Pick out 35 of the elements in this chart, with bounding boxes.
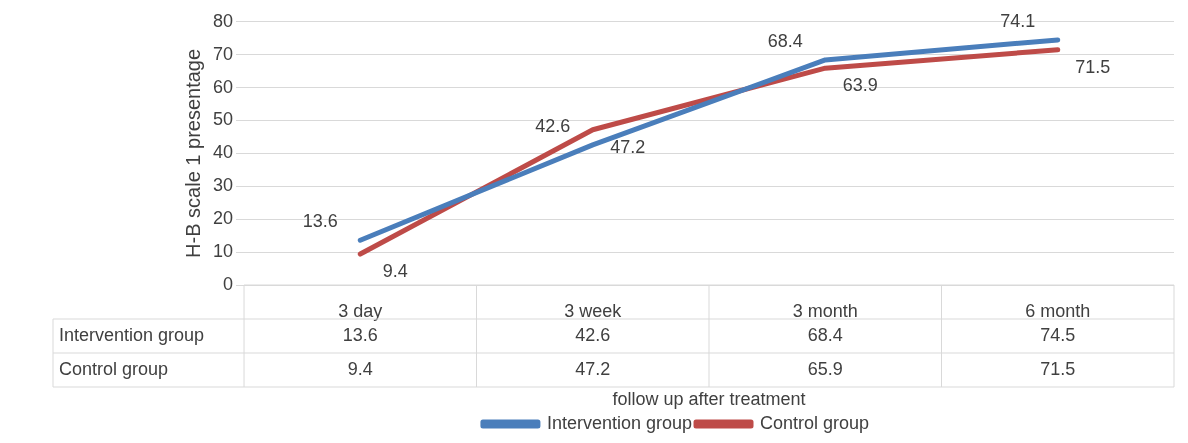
data-label: 9.4 (347, 358, 373, 379)
y-axis-title: H-B scale 1 presentage (181, 48, 204, 258)
y-tick-label: 80 (212, 10, 234, 31)
annotation: 47.2 (610, 136, 646, 157)
data-label: 42.6 (575, 324, 611, 345)
data-label: 65.9 (807, 358, 843, 379)
data-label: 74.5 (1040, 324, 1076, 345)
y-tick-label: 40 (212, 142, 234, 163)
annotation: 63.9 (842, 75, 878, 96)
x-axis-title: follow up after treatment (612, 389, 806, 410)
legend-label: Intervention group (546, 412, 693, 433)
text: Control group (59, 358, 169, 379)
y-tick-label: 70 (212, 43, 234, 64)
annotation: 71.5 (1075, 56, 1111, 77)
y-tick-label: 20 (212, 208, 234, 229)
annotation: 68.4 (767, 30, 803, 51)
x-tick-label: 6 month (1025, 300, 1091, 321)
legend-label: Control group (760, 412, 870, 433)
y-tick-label: 60 (212, 76, 234, 97)
annotation: 13.6 (302, 211, 338, 232)
y-tick-label: 0 (223, 273, 234, 294)
data-label: 68.4 (807, 324, 843, 345)
y-tick-label: 10 (212, 241, 234, 262)
data-label: 71.5 (1040, 358, 1076, 379)
y-tick-label: 50 (212, 109, 234, 130)
x-tick-label: 3 week (564, 300, 623, 321)
annotation: 42.6 (535, 115, 571, 136)
y-tick-label: 30 (212, 175, 234, 196)
text: Intervention group (59, 324, 205, 345)
x-tick-label: 3 day (338, 300, 383, 321)
data-label: 13.6 (342, 324, 378, 345)
x-tick-label: 3 month (792, 300, 858, 321)
annotation: 9.4 (382, 261, 408, 282)
annotation: 74.1 (1000, 10, 1036, 31)
data-label: 47.2 (575, 358, 611, 379)
